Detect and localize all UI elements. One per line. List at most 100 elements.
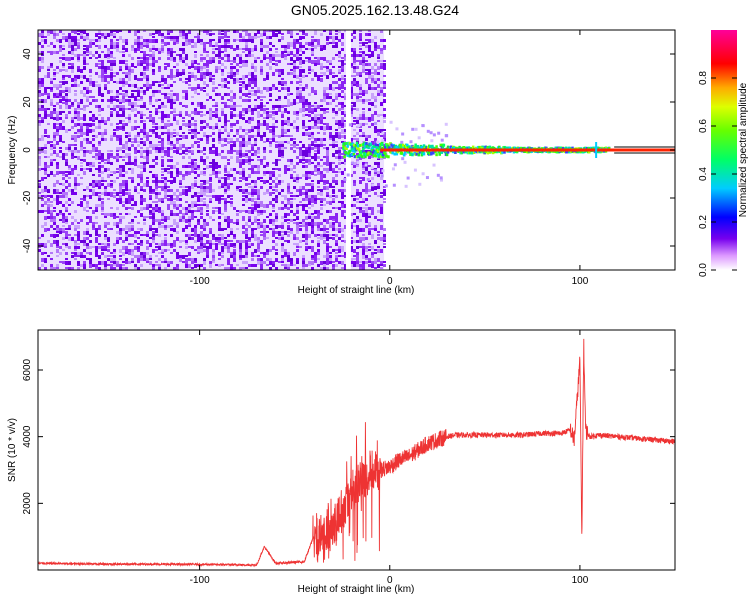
noise-cell <box>167 114 170 118</box>
noise-cell <box>104 123 107 125</box>
noise-cell <box>224 144 227 146</box>
noise-cell <box>38 246 41 248</box>
noise-cell <box>254 99 257 101</box>
noise-cell <box>101 99 104 102</box>
noise-cell <box>182 117 185 119</box>
noise-cell <box>89 258 92 262</box>
noise-cell <box>359 264 362 267</box>
noise-cell <box>365 261 368 264</box>
noise-cell <box>56 234 59 237</box>
noise-cell <box>155 108 158 111</box>
noise-cell <box>353 255 356 257</box>
noise-cell <box>317 228 320 231</box>
noise-cell <box>353 123 356 125</box>
noise-cell <box>266 216 269 218</box>
noise-cell <box>314 126 317 129</box>
noise-cell <box>311 54 314 56</box>
noise-cell <box>332 45 335 48</box>
noise-cell <box>338 66 341 68</box>
noise-cell <box>131 234 134 237</box>
noise-cell <box>131 48 134 51</box>
noise-cell <box>41 33 44 36</box>
noise-cell <box>92 135 95 137</box>
noise-cell <box>302 120 305 123</box>
noise-cell <box>224 78 227 82</box>
noise-cell <box>113 192 116 194</box>
noise-cell <box>308 66 311 69</box>
noise-cell <box>311 117 314 121</box>
noise-cell <box>341 132 344 134</box>
noise-cell <box>128 96 131 98</box>
noise-cell <box>149 102 152 105</box>
noise-cell <box>122 60 125 64</box>
noise-cell <box>179 255 182 258</box>
noise-cell <box>350 213 353 216</box>
noise-cell <box>227 174 230 178</box>
noise-cell <box>287 258 290 262</box>
noise-cell <box>164 87 167 89</box>
noise-cell <box>230 252 233 255</box>
noise-cell <box>293 195 296 197</box>
noise-cell <box>227 171 230 174</box>
noise-cell <box>152 201 155 203</box>
noise-cell <box>311 267 314 270</box>
noise-cell <box>296 225 299 229</box>
noise-cell <box>152 267 155 270</box>
noise-cell <box>83 54 86 58</box>
noise-cell <box>242 159 245 163</box>
noise-cell <box>200 129 203 131</box>
noise-cell <box>242 210 245 212</box>
noise-cell <box>275 141 278 143</box>
noise-cell <box>170 243 173 246</box>
noise-cell <box>206 141 209 144</box>
noise-cell <box>317 180 320 184</box>
noise-cell <box>170 225 173 227</box>
noise-cell <box>68 105 71 109</box>
noise-cell <box>317 192 320 195</box>
noise-cell <box>368 120 371 122</box>
noise-cell <box>239 180 242 182</box>
noise-cell <box>356 66 359 69</box>
noise-cell <box>221 144 224 147</box>
noise-cell <box>173 81 176 83</box>
noise-cell <box>191 165 194 169</box>
noise-cell <box>320 57 323 60</box>
noise-cell <box>353 213 356 215</box>
noise-cell <box>44 252 47 254</box>
signal-halo-cell <box>436 173 440 177</box>
noise-cell <box>143 93 146 95</box>
noise-cell <box>230 90 233 93</box>
noise-cell <box>80 30 83 33</box>
noise-cell <box>269 261 272 265</box>
noise-cell <box>68 267 71 270</box>
noise-cell <box>296 147 299 149</box>
noise-cell <box>194 225 197 229</box>
noise-cell <box>155 204 158 207</box>
noise-cell <box>248 105 251 108</box>
noise-cell <box>281 147 284 151</box>
noise-cell <box>359 210 362 213</box>
noise-cell <box>143 135 146 138</box>
noise-cell <box>302 198 305 201</box>
noise-cell <box>290 192 293 194</box>
noise-cell <box>146 240 149 244</box>
noise-cell <box>77 255 80 257</box>
noise-cell <box>50 90 53 92</box>
noise-cell <box>245 108 248 111</box>
noise-cell <box>170 156 173 158</box>
noise-cell <box>53 93 56 96</box>
noise-cell <box>101 138 104 141</box>
noise-cell <box>218 171 221 174</box>
noise-cell <box>68 246 71 249</box>
noise-cell <box>200 72 203 75</box>
noise-cell <box>338 162 341 165</box>
noise-cell <box>137 150 140 153</box>
noise-cell <box>314 138 317 142</box>
noise-cell <box>380 81 383 84</box>
noise-cell <box>92 246 95 248</box>
noise-cell <box>101 63 104 67</box>
noise-cell <box>68 165 71 168</box>
noise-cell <box>290 30 293 34</box>
noise-cell <box>239 240 242 243</box>
noise-cell <box>194 111 197 115</box>
